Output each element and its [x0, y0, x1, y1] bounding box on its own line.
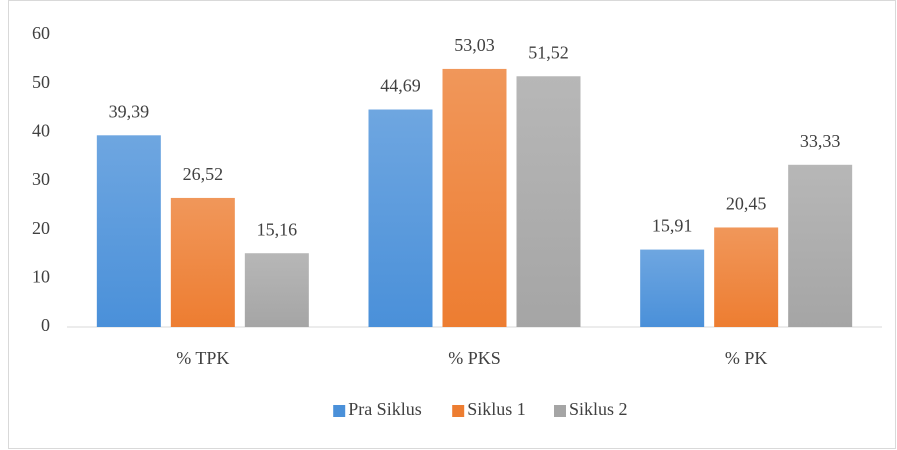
- bar: [640, 249, 705, 327]
- y-tick-label: 10: [32, 266, 50, 286]
- x-tick-label: % PKS: [448, 348, 501, 368]
- bar: [516, 76, 581, 327]
- data-label: 20,45: [726, 194, 767, 214]
- legend-label: Pra Siklus: [348, 399, 422, 419]
- data-label: 26,52: [183, 164, 224, 184]
- data-label: 33,33: [800, 131, 841, 151]
- y-tick-label: 40: [32, 120, 50, 140]
- bar: [714, 227, 779, 327]
- x-tick-label: % TPK: [176, 348, 229, 368]
- bar: [170, 197, 235, 327]
- y-tick-label: 20: [32, 218, 50, 238]
- legend-label: Siklus 2: [569, 399, 628, 419]
- legend-label: Siklus 1: [467, 399, 526, 419]
- data-label: 15,91: [652, 216, 693, 236]
- data-label: 53,03: [454, 35, 495, 55]
- legend-swatch: [333, 405, 346, 417]
- data-label: 39,39: [109, 101, 150, 121]
- y-tick-label: 0: [41, 315, 50, 335]
- bar: [788, 164, 853, 327]
- legend-swatch: [452, 405, 465, 417]
- bar: [96, 135, 161, 327]
- data-label: 51,52: [528, 42, 569, 62]
- y-tick-label: 60: [32, 23, 50, 43]
- y-tick-label: 30: [32, 169, 50, 189]
- legend-swatch: [554, 405, 566, 417]
- bar: [442, 68, 507, 328]
- bar: [368, 109, 433, 327]
- data-label: 15,16: [257, 219, 298, 239]
- y-tick-label: 50: [32, 72, 50, 92]
- data-label: 44,69: [380, 76, 421, 96]
- x-tick-label: % PK: [725, 348, 768, 368]
- bar: [244, 253, 309, 327]
